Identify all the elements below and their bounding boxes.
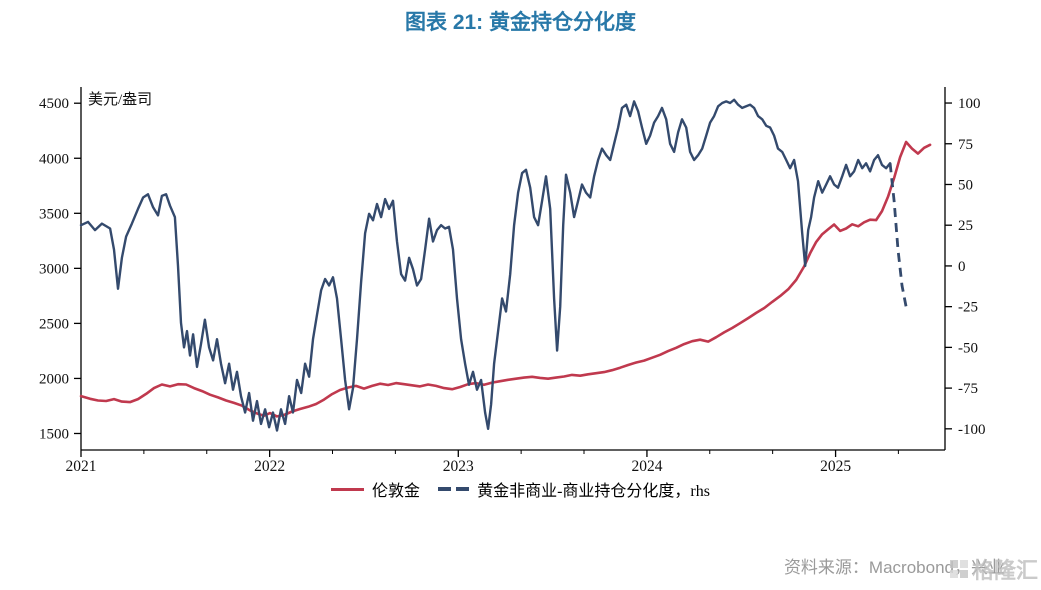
left-axis-tick-label-1500: 1500: [39, 426, 69, 442]
left-axis-tick-label-2000: 2000: [39, 371, 69, 387]
left-axis-unit-label: 美元/盎司: [88, 92, 153, 108]
gelonghui-watermark: 格隆汇: [949, 553, 1038, 585]
x-axis-tick-label-2025: 2025: [820, 458, 851, 475]
legend-item-cot-spread: 黄金非商业-商业持仓分化度，rhs: [438, 477, 710, 501]
right-axis-tick-label--100: -100: [958, 422, 986, 438]
right-axis-tick-label-25: 25: [958, 218, 973, 234]
legend-label-london-gold: 伦敦金: [372, 483, 421, 500]
left-axis-tick-label-2500: 2500: [39, 316, 69, 332]
right-axis-tick-label-75: 75: [958, 137, 973, 153]
x-axis-tick-label-2022: 2022: [254, 458, 285, 475]
chart-title: 图表 21: 黄金持仓分化度: [404, 11, 637, 34]
right-axis-tick-label-50: 50: [958, 177, 973, 193]
left-axis-tick-label-4000: 4000: [39, 151, 69, 167]
chart-legend: 伦敦金 黄金非商业-商业持仓分化度，rhs: [0, 477, 1041, 501]
gelonghui-watermark-text: 格隆汇: [971, 558, 1038, 583]
right-axis-tick-label--25: -25: [958, 300, 978, 316]
right-axis-tick-label-100: 100: [958, 96, 981, 112]
source-note: 资料来源：Macrobond，兴业: [783, 558, 1005, 577]
gelonghui-logo-icon: [949, 560, 968, 578]
left-axis-tick-label-3000: 3000: [39, 261, 69, 277]
left-axis-tick-label-3500: 3500: [39, 206, 69, 222]
legend-item-london-gold: 伦敦金: [331, 477, 420, 501]
right-axis-tick-label--75: -75: [958, 381, 978, 397]
x-axis-tick-label-2024: 2024: [631, 458, 662, 475]
right-axis-tick-label-0: 0: [958, 259, 966, 275]
cot-spread-line: [79, 98, 892, 432]
legend-label-cot-spread: 黄金非商业-商业持仓分化度，rhs: [477, 483, 710, 500]
cot-spread-line-swatch: [438, 487, 470, 491]
left-axis-tick-label-4500: 4500: [39, 96, 69, 112]
x-axis-tick-label-2021: 2021: [66, 458, 97, 475]
x-axis-tick-label-2023: 2023: [443, 458, 474, 475]
london-gold-line: [79, 140, 932, 418]
right-axis-tick-label--50: -50: [958, 340, 978, 356]
london-gold-line-swatch: [331, 487, 365, 491]
cot-spread-line-dashed-forecast: [888, 163, 908, 307]
